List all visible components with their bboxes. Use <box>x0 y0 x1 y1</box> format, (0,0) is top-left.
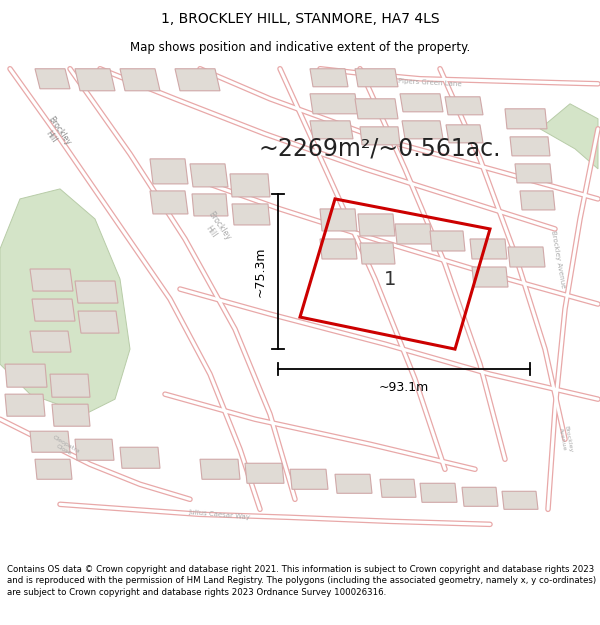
Text: Cleopatra
Close: Cleopatra Close <box>49 435 81 459</box>
Polygon shape <box>52 404 90 426</box>
Polygon shape <box>310 94 358 114</box>
Text: 1: 1 <box>384 269 396 289</box>
Polygon shape <box>402 121 443 139</box>
Polygon shape <box>446 125 483 143</box>
Polygon shape <box>150 159 188 184</box>
Polygon shape <box>30 331 71 352</box>
Polygon shape <box>395 224 432 244</box>
Text: 1, BROCKLEY HILL, STANMORE, HA7 4LS: 1, BROCKLEY HILL, STANMORE, HA7 4LS <box>161 12 439 26</box>
Text: Brockley
Avenue: Brockley Avenue <box>557 425 572 454</box>
Polygon shape <box>5 394 45 416</box>
Polygon shape <box>360 127 400 145</box>
Polygon shape <box>245 463 284 483</box>
Polygon shape <box>505 109 547 129</box>
Polygon shape <box>75 69 115 91</box>
Text: ~75.3m: ~75.3m <box>254 246 266 297</box>
Polygon shape <box>35 69 70 89</box>
Polygon shape <box>360 243 395 264</box>
Polygon shape <box>32 299 75 321</box>
Polygon shape <box>120 448 160 468</box>
Polygon shape <box>355 99 398 119</box>
Polygon shape <box>358 214 395 236</box>
Polygon shape <box>30 431 70 452</box>
Polygon shape <box>515 164 552 183</box>
Polygon shape <box>380 479 416 498</box>
Polygon shape <box>230 174 270 197</box>
Polygon shape <box>470 239 507 259</box>
Polygon shape <box>192 194 228 216</box>
Polygon shape <box>120 69 160 91</box>
Polygon shape <box>540 104 598 169</box>
Polygon shape <box>445 97 483 115</box>
Polygon shape <box>310 121 353 139</box>
Text: Map shows position and indicative extent of the property.: Map shows position and indicative extent… <box>130 41 470 54</box>
Polygon shape <box>5 364 47 387</box>
Polygon shape <box>150 191 188 214</box>
Polygon shape <box>430 231 465 251</box>
Polygon shape <box>78 311 119 333</box>
Polygon shape <box>75 439 114 460</box>
Text: ~2269m²/~0.561ac.: ~2269m²/~0.561ac. <box>259 137 501 161</box>
Polygon shape <box>420 483 457 502</box>
Polygon shape <box>0 189 130 414</box>
Polygon shape <box>190 164 228 187</box>
Polygon shape <box>320 209 357 231</box>
Text: Brockley
Hill: Brockley Hill <box>38 115 73 153</box>
Polygon shape <box>520 191 555 210</box>
Text: Brockley
Hill: Brockley Hill <box>197 210 232 248</box>
Polygon shape <box>502 491 538 509</box>
Polygon shape <box>335 474 372 493</box>
Polygon shape <box>400 94 443 112</box>
Text: Julius Caesar Way: Julius Caesar Way <box>189 509 251 520</box>
Polygon shape <box>35 459 72 479</box>
Polygon shape <box>508 247 545 267</box>
Polygon shape <box>355 69 398 87</box>
Polygon shape <box>290 469 328 489</box>
Polygon shape <box>200 459 240 479</box>
Polygon shape <box>175 69 220 91</box>
Polygon shape <box>310 69 348 87</box>
Polygon shape <box>320 239 357 259</box>
Polygon shape <box>462 488 498 506</box>
Polygon shape <box>232 204 270 225</box>
Polygon shape <box>75 281 118 303</box>
Polygon shape <box>50 374 90 397</box>
Text: Pipers Green Lane: Pipers Green Lane <box>398 78 462 88</box>
Polygon shape <box>30 269 73 291</box>
Text: ~93.1m: ~93.1m <box>379 381 429 394</box>
Text: Contains OS data © Crown copyright and database right 2021. This information is : Contains OS data © Crown copyright and d… <box>7 564 596 598</box>
Text: Brockley Avenue: Brockley Avenue <box>550 230 566 288</box>
Polygon shape <box>510 137 550 156</box>
Polygon shape <box>472 267 508 287</box>
